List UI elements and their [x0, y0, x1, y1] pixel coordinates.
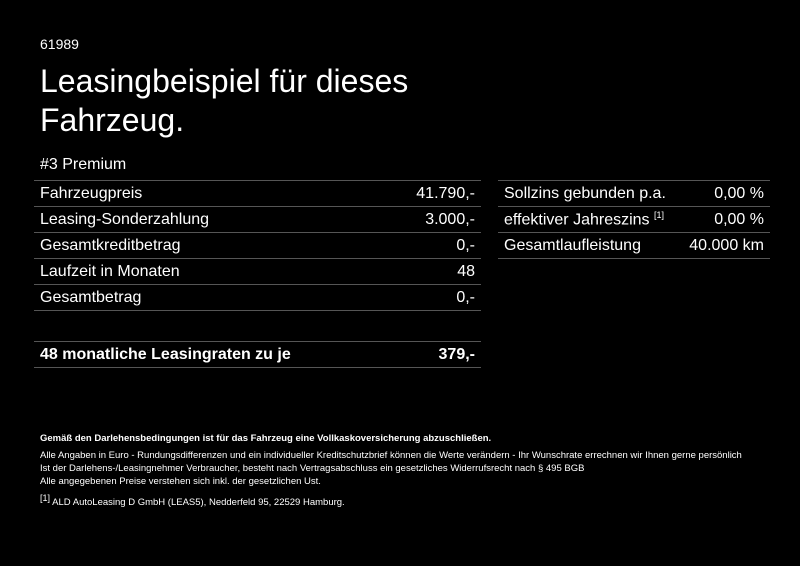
row-label: Sollzins gebunden p.a.	[504, 184, 666, 202]
monthly-rate-value: 379,-	[438, 345, 475, 363]
row-value: 41.790,-	[416, 184, 475, 202]
footnote-marker: [1]	[40, 493, 51, 503]
table-row: Gesamtbetrag 0,-	[34, 284, 481, 311]
table-row: effektiver Jahreszins [1] 0,00 %	[498, 206, 770, 232]
note-line: Alle Angaben in Euro - Rundungsdifferenz…	[40, 450, 742, 461]
table-row: Fahrzeugpreis 41.790,-	[34, 180, 481, 206]
monthly-rate-label: 48 monatliche Leasingraten zu je	[40, 345, 291, 363]
legal-notes: Gemäß den Darlehensbedingungen ist für d…	[40, 432, 780, 509]
row-label: Fahrzeugpreis	[40, 184, 143, 202]
row-value: 0,00 %	[714, 210, 764, 228]
row-value: 3.000,-	[425, 210, 475, 228]
table-row: Leasing-Sonderzahlung 3.000,-	[34, 206, 481, 232]
leasing-left-table: Fahrzeugpreis 41.790,- Leasing-Sonderzah…	[34, 180, 481, 311]
page-title: Leasingbeispiel für dieses Fahrzeug.	[40, 63, 409, 138]
row-label: Gesamtlaufleistung	[504, 236, 641, 254]
footnote-marker: [1]	[654, 209, 665, 220]
footnote: [1] ALD AutoLeasing D GmbH (LEAS5), Nedd…	[40, 492, 780, 509]
table-row: Laufzeit in Monaten 48	[34, 258, 481, 284]
insurance-note: Gemäß den Darlehensbedingungen ist für d…	[40, 433, 492, 444]
monthly-rate-row: 48 monatliche Leasingraten zu je 379,-	[34, 341, 481, 368]
table-row: Gesamtlaufleistung 40.000 km	[498, 232, 770, 259]
row-value: 48	[457, 262, 475, 280]
note-line: Ist der Darlehens-/Leasingnehmer Verbrau…	[40, 463, 585, 474]
row-value: 0,00 %	[714, 184, 764, 202]
note-line: Alle angegebenen Preise verstehen sich i…	[40, 476, 321, 487]
variant-label: #3 Premium	[40, 156, 127, 173]
table-row: Gesamtkreditbetrag 0,-	[34, 232, 481, 258]
row-label: effektiver Jahreszins	[504, 211, 650, 229]
row-value: 40.000 km	[689, 236, 764, 254]
row-value: 0,-	[456, 236, 475, 254]
reference-number: 61989	[40, 36, 79, 52]
row-label: Gesamtbetrag	[40, 288, 142, 306]
leasing-right-table: Sollzins gebunden p.a. 0,00 % effektiver…	[498, 180, 770, 259]
row-label: Laufzeit in Monaten	[40, 262, 180, 280]
row-label-wrap: effektiver Jahreszins [1]	[504, 210, 664, 229]
table-row: Sollzins gebunden p.a. 0,00 %	[498, 180, 770, 206]
footnote-text: ALD AutoLeasing D GmbH (LEAS5), Nedderfe…	[52, 497, 345, 509]
row-label: Leasing-Sonderzahlung	[40, 210, 210, 228]
row-value: 0,-	[456, 288, 475, 306]
row-label: Gesamtkreditbetrag	[40, 236, 181, 254]
